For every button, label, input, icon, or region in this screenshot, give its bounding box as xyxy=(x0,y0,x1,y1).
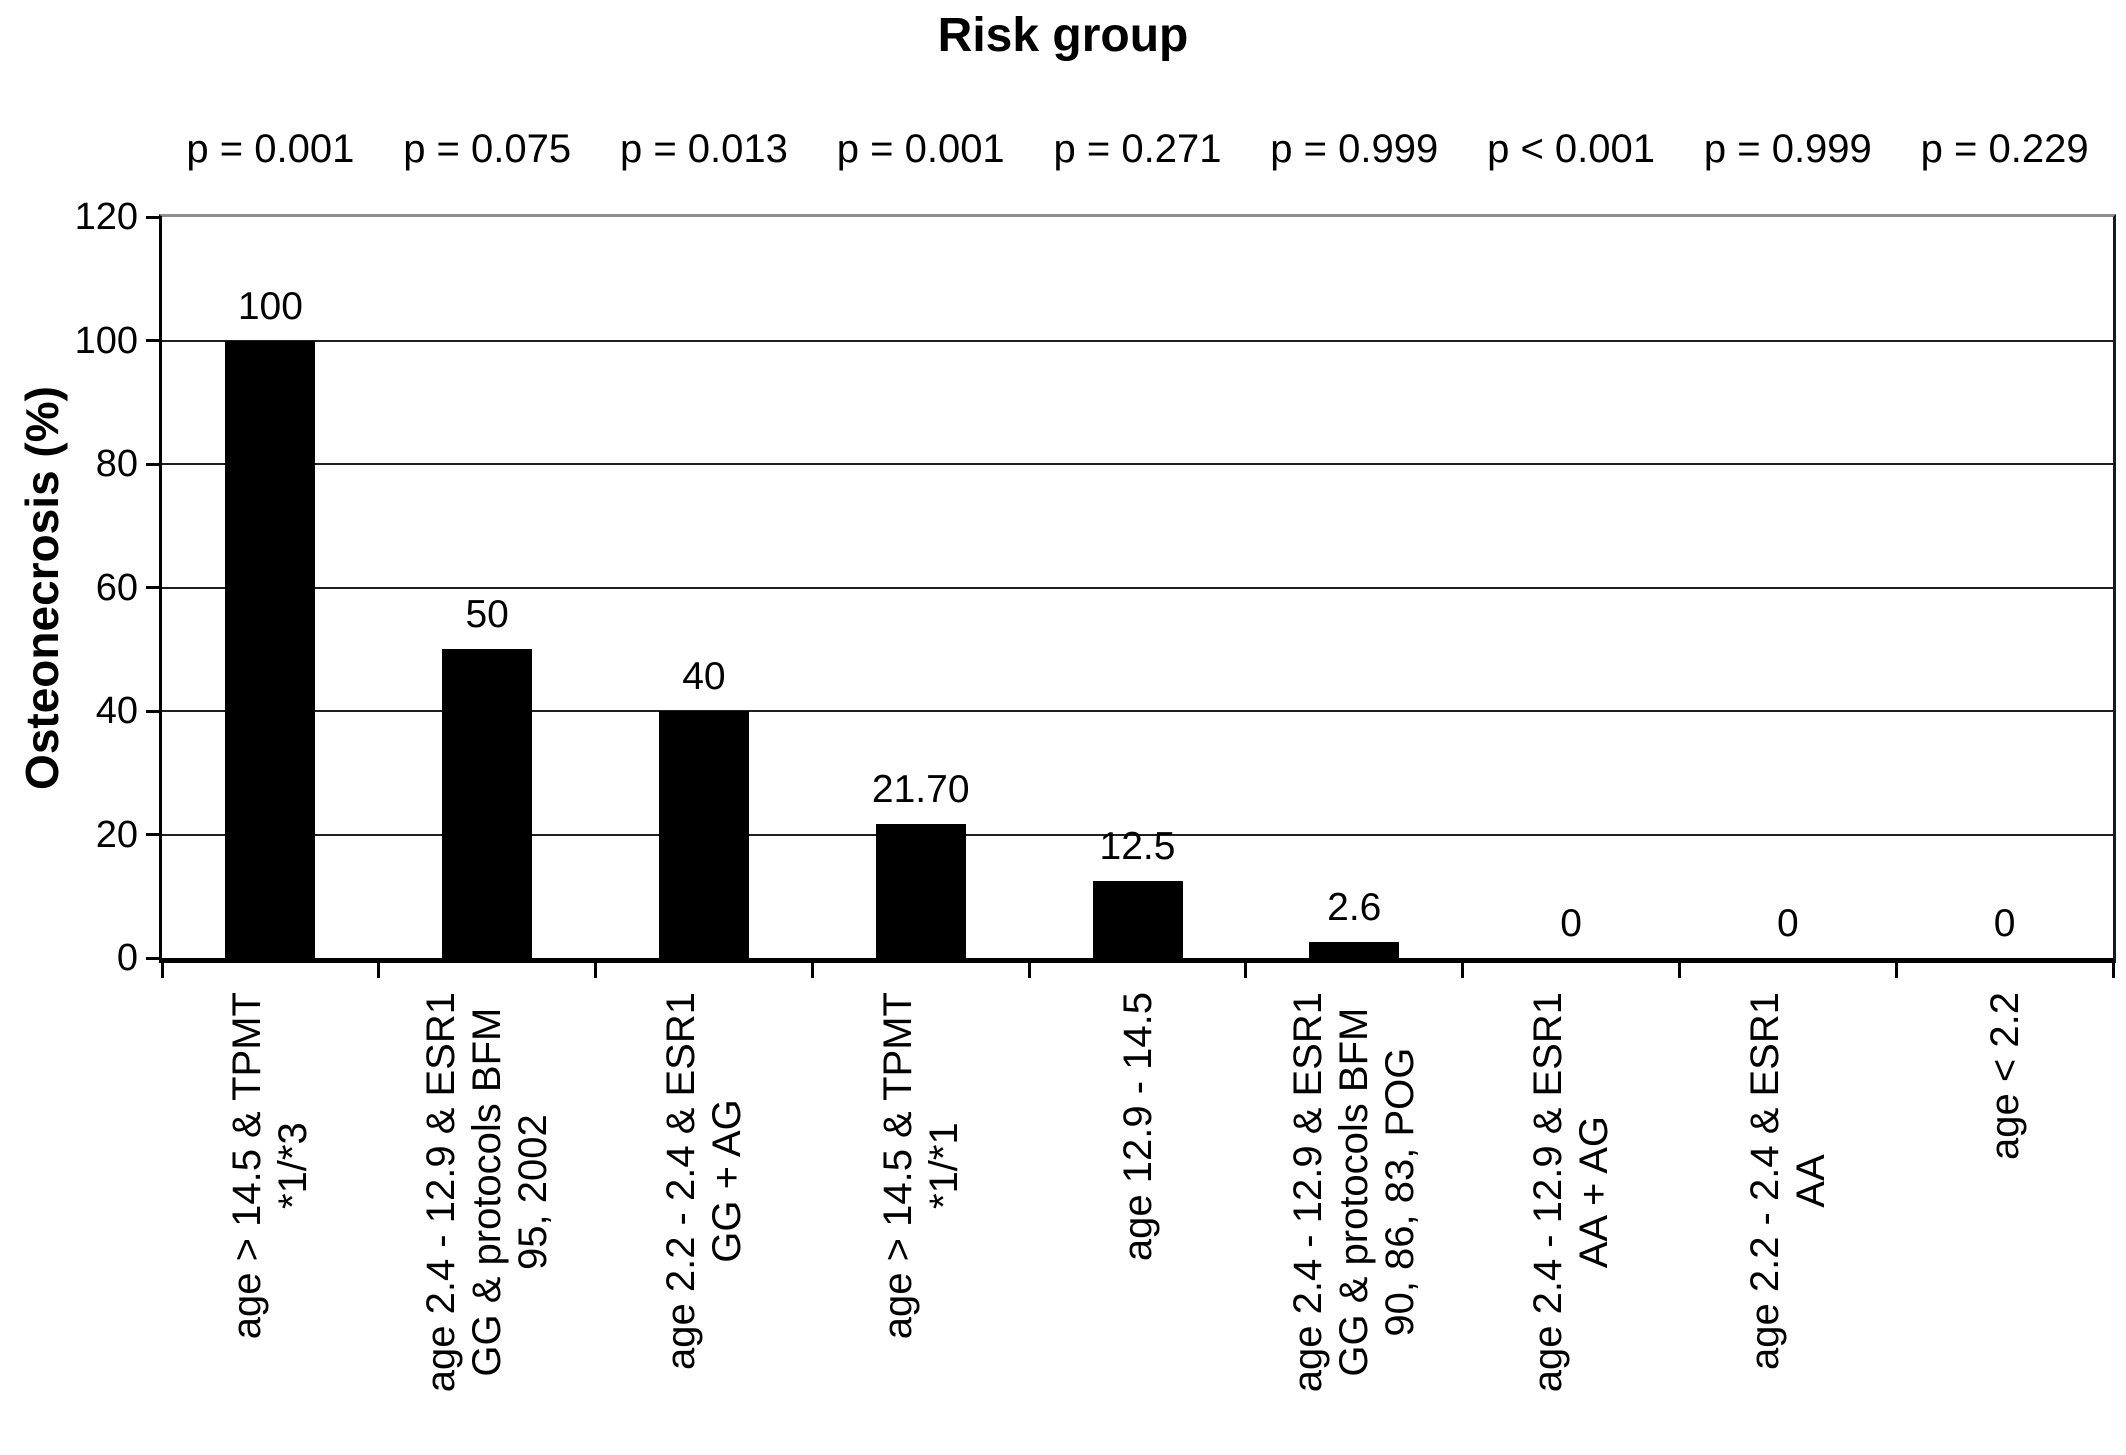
p-value-label: p = 0.999 xyxy=(1270,127,1439,171)
x-tick-mark xyxy=(377,963,381,978)
x-tick-mark xyxy=(1027,963,1031,978)
bar xyxy=(875,824,966,958)
bar-value-label: 21.70 xyxy=(871,768,970,811)
bar xyxy=(225,340,316,958)
bar-value-label: 0 xyxy=(1560,902,1582,945)
gridline xyxy=(162,586,2113,589)
p-value-label: p = 0.229 xyxy=(1920,127,2089,171)
bar xyxy=(658,711,749,958)
p-value-label: p = 0.013 xyxy=(619,127,788,171)
bar-value-label: 40 xyxy=(682,655,726,698)
y-tick-label: 120 xyxy=(74,196,138,238)
y-tick-label: 80 xyxy=(95,443,138,485)
x-category-label: age 2.2 - 2.4 & ESR1 AA xyxy=(1742,992,1833,1371)
x-tick-mark xyxy=(1894,963,1898,978)
bar-value-label: 50 xyxy=(465,593,509,637)
p-value-label: p = 0.271 xyxy=(1053,127,1222,171)
x-category-label: age 2.4 - 12.9 & ESR1 GG & protocols BFM… xyxy=(1286,992,1423,1393)
y-tick-mark xyxy=(146,709,162,713)
x-category-label: age > 14.5 & TPMT *1/*3 xyxy=(225,992,316,1340)
bar-value-label: 12.5 xyxy=(1099,824,1176,868)
bar-value-label: 2.6 xyxy=(1327,885,1382,929)
p-value-label: p = 0.999 xyxy=(1703,127,1872,171)
x-category-label: age 12.9 - 14.5 xyxy=(1115,992,1160,1262)
y-tick-label: 0 xyxy=(116,937,138,979)
y-tick-mark xyxy=(146,833,162,836)
x-category-label: age 2.4 - 12.9 & ESR1 AA + AG xyxy=(1526,992,1617,1393)
x-tick-mark xyxy=(1461,963,1465,978)
p-value-label: p = 0.001 xyxy=(186,127,355,171)
bar xyxy=(442,649,533,958)
p-value-label: p < 0.001 xyxy=(1487,127,1656,171)
y-tick-mark xyxy=(146,586,162,589)
p-value-label: p = 0.001 xyxy=(836,127,1005,171)
y-tick-label: 40 xyxy=(95,690,138,732)
x-tick-mark xyxy=(1244,963,1248,978)
y-tick-mark xyxy=(146,462,162,466)
y-tick-label: 100 xyxy=(74,319,138,362)
x-tick-mark xyxy=(160,963,164,978)
x-category-label: age < 2.2 xyxy=(1982,992,2027,1160)
y-tick-label: 20 xyxy=(95,813,138,856)
y-tick-mark xyxy=(146,956,162,960)
x-tick-mark xyxy=(594,963,598,978)
bar xyxy=(1092,880,1183,958)
x-category-label: age 2.4 - 12.9 & ESR1 GG & protocols BFM… xyxy=(419,992,556,1393)
x-category-label: age > 14.5 & TPMT *1/*1 xyxy=(875,992,966,1340)
bar xyxy=(1309,941,1400,958)
x-tick-mark xyxy=(2111,963,2115,978)
y-tick-mark xyxy=(146,339,162,342)
x-category-label: age 2.2 - 2.4 & ESR1 GG + AG xyxy=(658,992,749,1371)
x-tick-mark xyxy=(810,963,814,978)
bar-value-label: 0 xyxy=(1993,902,2016,945)
gridline xyxy=(162,339,2113,342)
gridline xyxy=(162,833,2113,836)
chart-title: Risk group xyxy=(937,9,1189,62)
x-tick-mark xyxy=(1677,963,1681,978)
bar-value-label: 100 xyxy=(237,284,303,328)
p-value-label: p = 0.075 xyxy=(403,127,572,171)
gridline xyxy=(162,710,2113,712)
bar-value-label: 0 xyxy=(1776,902,1799,945)
y-tick-label: 60 xyxy=(95,566,138,609)
y-tick-mark xyxy=(146,215,162,219)
gridline xyxy=(162,463,2113,465)
